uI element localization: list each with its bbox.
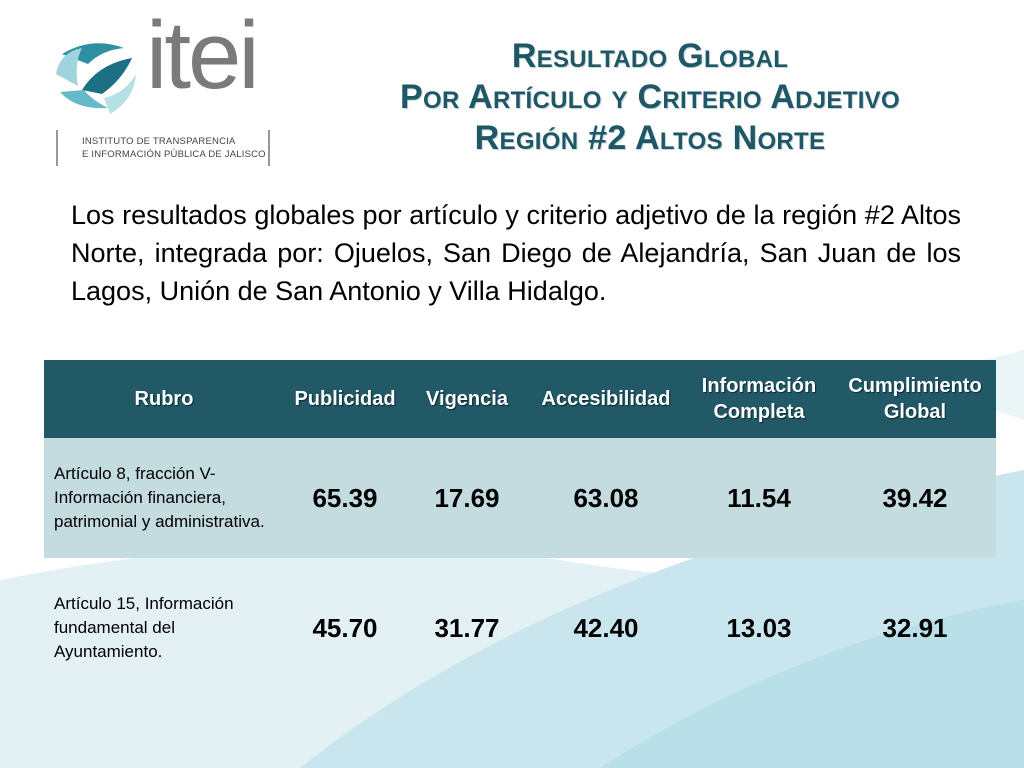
itei-logo: itei INSTITUTO DE TRANSPARENCIA E INFORM… <box>52 8 282 170</box>
header-cumplimiento-global: Cumplimiento Global <box>834 360 996 438</box>
header-accesibilidad: Accesibilidad <box>541 388 671 410</box>
intro-paragraph: Los resultados globales por artículo y c… <box>71 200 961 306</box>
header-publicidad: Publicidad <box>294 388 396 410</box>
title-line1: Resultado Global <box>511 37 789 75</box>
row-cumplimiento-global: 39.42 <box>882 482 948 513</box>
results-table: Rubro Publicidad Vigencia Accesibilidad … <box>44 360 996 698</box>
row-publicidad: 65.39 <box>312 482 378 513</box>
logo-swirl-icon <box>56 43 136 114</box>
title-line2: Por Artículo y Criterio Adjetivo <box>400 78 900 116</box>
logo-subtitle-line2: E INFORMACIÓN PÚBLICA DE JALISCO <box>82 149 266 160</box>
header-informacion-completa: Información Completa <box>684 360 834 438</box>
table-row: Artículo 15, Información fundamental del… <box>44 558 996 698</box>
header-cumplimiento-line1: Cumplimiento <box>848 375 982 397</box>
logo-wordmark: itei <box>146 2 260 109</box>
header-vigencia: Vigencia <box>426 388 508 410</box>
table-row: Artículo 8, fracción V- Información fina… <box>44 438 996 558</box>
header-informacion-line1: Información <box>701 375 817 397</box>
row-informacion-completa: 13.03 <box>726 612 792 643</box>
page-title: Resultado Global Por Artículo y Criterio… <box>340 36 960 159</box>
row-accesibilidad: 42.40 <box>573 612 639 643</box>
row-accesibilidad: 63.08 <box>573 482 639 513</box>
title-line3: Región #2 Altos Norte <box>474 119 826 157</box>
header-rubro: Rubro <box>134 388 194 410</box>
row-informacion-completa: 11.54 <box>727 482 791 513</box>
logo-subtitle-line1: INSTITUTO DE TRANSPARENCIA <box>82 136 236 147</box>
logo-subtitle: INSTITUTO DE TRANSPARENCIA E INFORMACIÓN… <box>56 130 270 166</box>
header-cumplimiento-line2: Global <box>883 401 947 423</box>
row-rubro: Artículo 8, fracción V- Información fina… <box>54 464 265 531</box>
row-rubro: Artículo 15, Información fundamental del… <box>54 594 234 661</box>
header-informacion-line2: Completa <box>713 401 805 423</box>
row-cumplimiento-global: 32.91 <box>882 612 948 643</box>
row-publicidad: 45.70 <box>312 612 378 643</box>
row-vigencia: 31.77 <box>434 612 500 643</box>
row-vigencia: 17.69 <box>434 482 500 513</box>
table-header-row: Rubro Publicidad Vigencia Accesibilidad … <box>44 360 996 438</box>
